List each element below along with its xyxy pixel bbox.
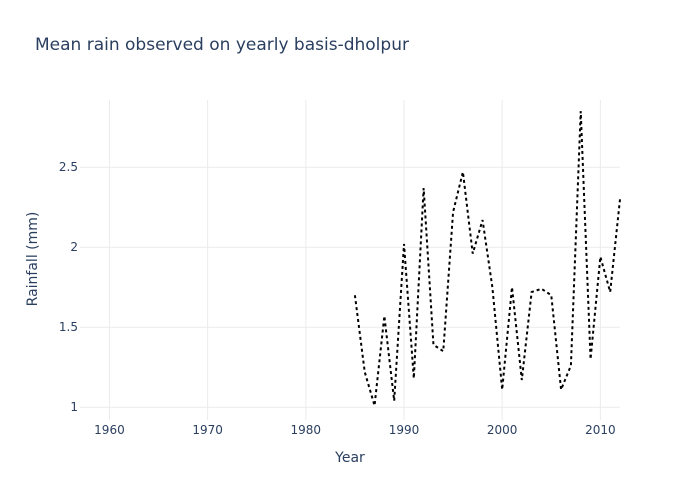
x-tick-label: 2010 [585, 423, 616, 437]
series-layer [353, 111, 621, 406]
chart-title: Mean rain observed on yearly basis-dholp… [35, 35, 409, 55]
y-tick-label: 2 [70, 240, 78, 254]
y-tick-label: 1 [70, 400, 78, 414]
x-axis-label: Year [334, 450, 365, 466]
y-axis-label: Rainfall (mm) [25, 212, 41, 307]
tick-layer: 1960 1970 1980 1990 2000 2010 1 1.5 2 2.5 [59, 160, 616, 437]
series-line-rainfall [353, 111, 621, 406]
x-tick-label: 1990 [389, 423, 420, 437]
y-tick-label: 1.5 [59, 320, 78, 334]
x-tick-label: 1960 [94, 423, 125, 437]
x-tick-label: 1970 [192, 423, 223, 437]
y-tick-label: 2.5 [59, 160, 78, 174]
x-tick-label: 2000 [487, 423, 518, 437]
x-tick-label: 1980 [291, 423, 322, 437]
